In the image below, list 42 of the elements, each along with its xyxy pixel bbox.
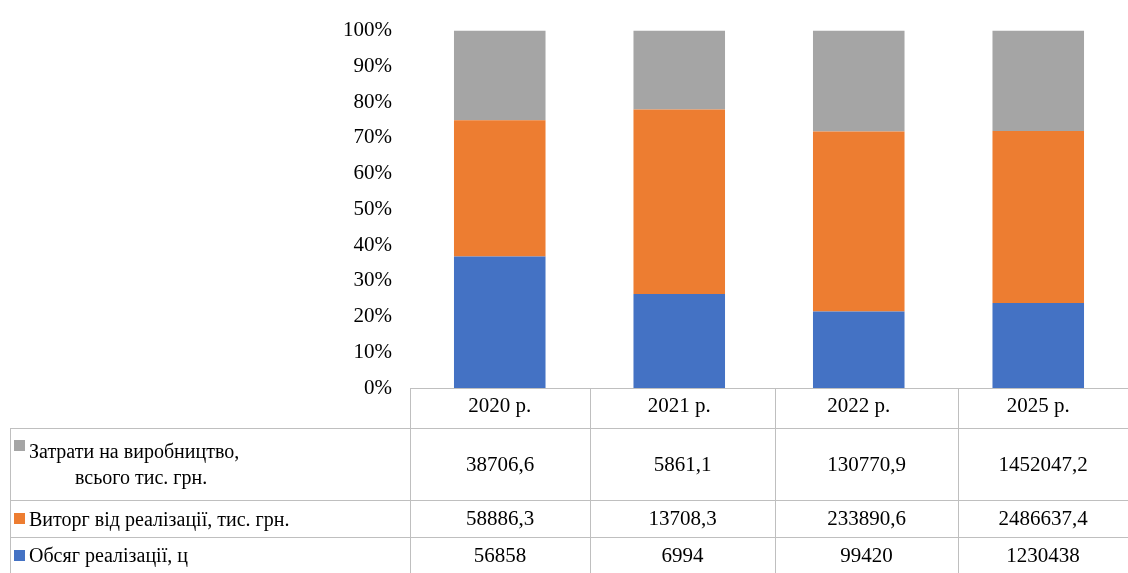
bar [633,109,726,294]
x-tick-label: 2020 р. [468,393,532,418]
text: 2486637,4 [997,505,1089,532]
text: 13708,3 [647,505,718,532]
y-tick-label: 30% [353,267,392,292]
y-tick-label: 70% [353,124,392,149]
bar [992,302,1085,388]
y-tick-label: 80% [353,88,392,113]
x-tick-label: 2025 р. [1006,393,1070,418]
bar [633,294,726,388]
legend-label: Затрати на виробництво, всього тис. грн. [29,439,240,490]
legend-label: Виторг від реалізації, тис. грн. [29,506,290,532]
y-tick-label: 50% [353,195,392,220]
x-tick-label: 2022 р. [827,393,891,418]
text: 130770,9 [826,450,907,478]
y-tick-label: 10% [353,338,392,363]
y-tick-label: 60% [353,160,392,185]
legend-label: Обсяг реалізації, ц [29,543,188,568]
bar [812,311,905,388]
text: 99420 [839,541,894,569]
bar [633,30,726,110]
text: 1452047,2 [997,450,1089,478]
bar [812,131,905,312]
y-tick-label: 90% [353,52,392,77]
bar [453,120,546,257]
text: 56858 [472,541,528,569]
y-tick-label: 0% [364,374,392,399]
y-tick-label: 100% [343,17,392,42]
bar [453,256,546,388]
text: 38706,6 [464,450,536,478]
bar [992,131,1085,303]
bar [453,30,546,121]
text: 58886,3 [464,505,536,532]
x-tick-label: 2021 р. [647,393,711,418]
text: 1230438 [1005,541,1081,569]
y-tick-label: 40% [353,231,392,256]
text: 6994 [660,541,705,569]
bar [812,30,905,132]
y-tick-label: 20% [353,303,392,328]
bar [992,30,1085,132]
text: 233890,6 [826,505,907,532]
text: 5861,1 [652,450,713,478]
